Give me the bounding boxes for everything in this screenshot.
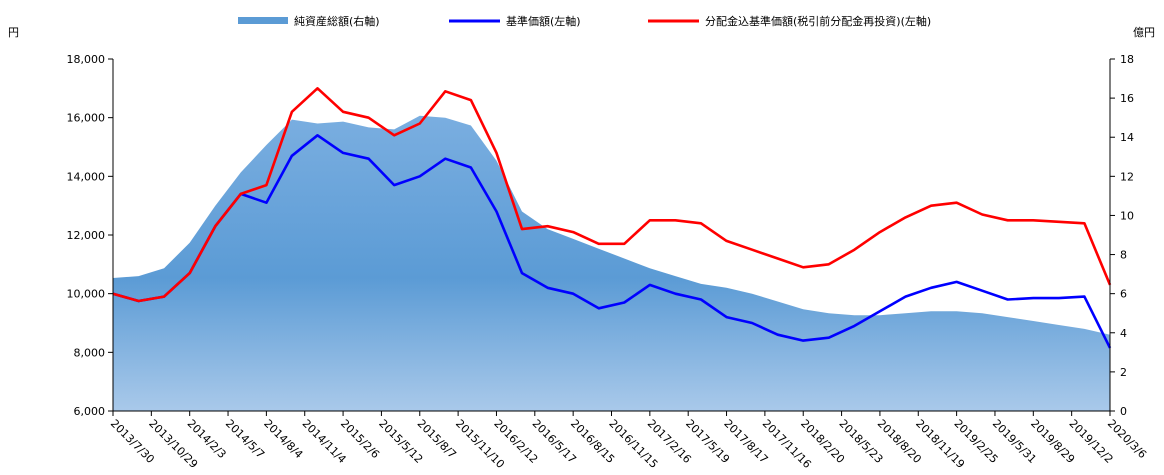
- right-tick-label: 8: [1120, 249, 1127, 262]
- series-line-reinvested: [112, 87, 1112, 303]
- right-axis-unit: 億円: [1133, 26, 1155, 39]
- series-area-net-assets: [113, 115, 1110, 411]
- left-tick-label: 10,000: [67, 288, 106, 301]
- left-tick-label: 12,000: [67, 229, 106, 242]
- legend-label-net-assets: 純資産総額(右軸): [294, 14, 380, 28]
- right-tick-label: 2: [1120, 366, 1127, 379]
- left-tick-label: 18,000: [67, 53, 106, 66]
- legend-label-reinvested: 分配金込基準価額(税引前分配金再投資)(左軸): [705, 14, 931, 28]
- plot-area: [112, 87, 1112, 411]
- legend-swatch-area: [238, 17, 288, 24]
- left-tick-label: 6,000: [74, 405, 106, 418]
- legend-label-nav: 基準価額(左軸): [506, 14, 581, 28]
- right-tick-label: 14: [1120, 131, 1134, 144]
- x-tick-label: 2014/8/4: [261, 417, 305, 461]
- x-tick-label: 2014/5/7: [223, 417, 267, 461]
- right-tick-label: 18: [1120, 53, 1134, 66]
- right-tick-label: 4: [1120, 327, 1127, 340]
- right-tick-label: 0: [1120, 405, 1127, 418]
- legend: 純資産総額(右軸) 基準価額(左軸) 分配金込基準価額(税引前分配金再投資)(左…: [238, 14, 931, 28]
- left-axis-unit: 円: [8, 26, 19, 39]
- left-tick-label: 16,000: [67, 112, 106, 125]
- right-tick-label: 6: [1120, 288, 1127, 301]
- right-tick-label: 10: [1120, 209, 1134, 222]
- left-tick-label: 14,000: [67, 170, 106, 183]
- right-tick-label: 16: [1120, 92, 1134, 105]
- left-tick-label: 8,000: [74, 346, 106, 359]
- right-tick-label: 12: [1120, 170, 1134, 183]
- series-line-nav: [112, 134, 1112, 349]
